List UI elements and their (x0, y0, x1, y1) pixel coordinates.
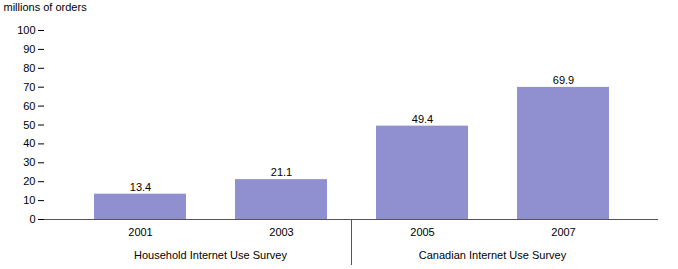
svg-text:100: 100 (17, 24, 35, 36)
svg-text:2003: 2003 (269, 226, 293, 238)
svg-text:0: 0 (29, 213, 35, 225)
svg-text:Canadian Internet Use Survey: Canadian Internet Use Survey (419, 249, 567, 261)
svg-text:2005: 2005 (410, 226, 434, 238)
svg-text:90: 90 (23, 43, 35, 55)
svg-text:49.4: 49.4 (412, 113, 433, 125)
svg-text:21.1: 21.1 (271, 166, 292, 178)
svg-text:13.4: 13.4 (130, 181, 151, 193)
svg-text:60: 60 (23, 100, 35, 112)
svg-text:Household Internet Use Survey: Household Internet Use Survey (134, 249, 287, 261)
svg-text:70: 70 (23, 81, 35, 93)
svg-text:80: 80 (23, 62, 35, 74)
svg-text:millions of orders: millions of orders (4, 1, 88, 13)
svg-text:2007: 2007 (551, 226, 575, 238)
svg-text:40: 40 (23, 137, 35, 149)
svg-text:30: 30 (23, 156, 35, 168)
svg-text:10: 10 (23, 194, 35, 206)
svg-text:20: 20 (23, 175, 35, 187)
svg-text:69.9: 69.9 (553, 74, 574, 86)
svg-text:2001: 2001 (128, 226, 152, 238)
svg-text:50: 50 (23, 119, 35, 131)
